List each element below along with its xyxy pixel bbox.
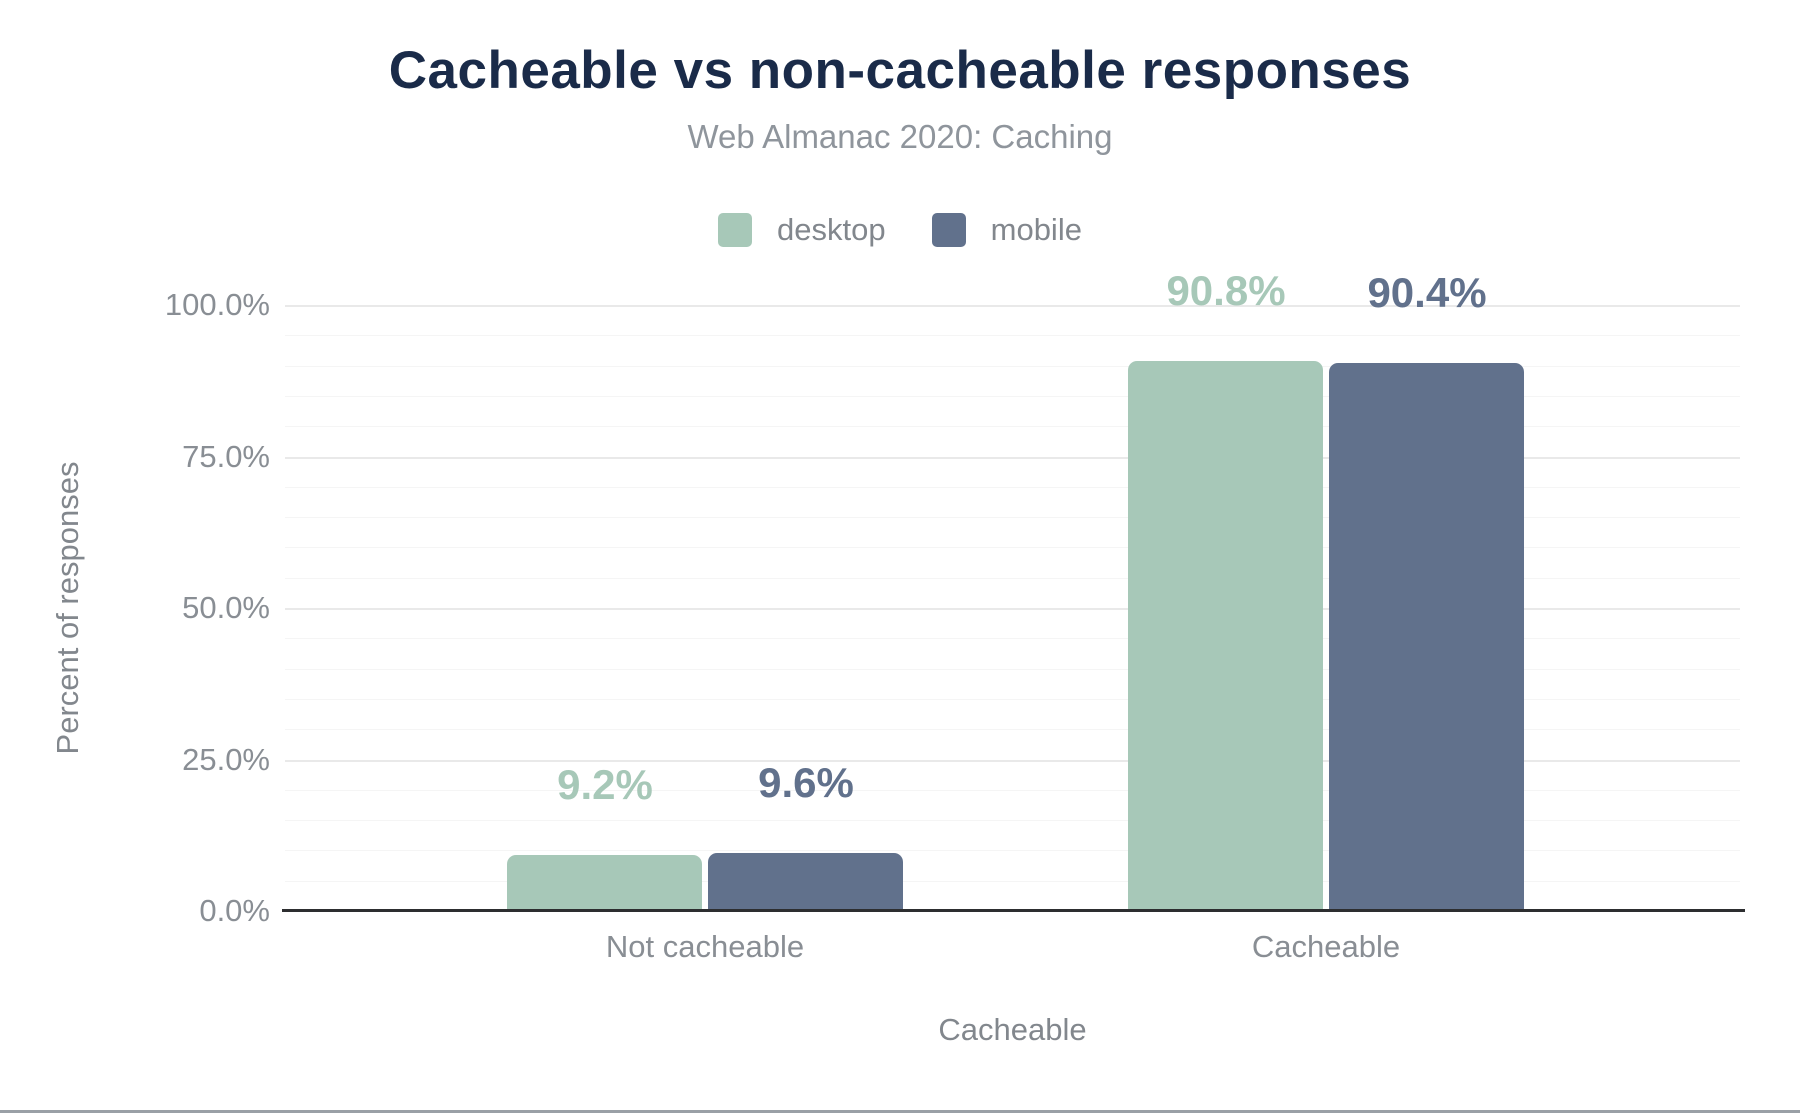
minor-gridline [285, 396, 1740, 397]
minor-gridline [285, 729, 1740, 730]
minor-gridline [285, 850, 1740, 851]
bar-desktop-cacheable[interactable] [1128, 361, 1323, 911]
major-gridline [285, 760, 1740, 762]
minor-gridline [285, 638, 1740, 639]
plot-area: 9.2% 9.6% 90.8% 90.4% [282, 267, 1745, 912]
legend-swatch-icon [718, 213, 753, 247]
minor-gridline [285, 487, 1740, 488]
minor-gridline [285, 578, 1740, 579]
chart-title: Cacheable vs non-cacheable responses [388, 41, 1412, 100]
y-tick-label: 75.0% [182, 439, 270, 474]
minor-gridline [285, 820, 1740, 821]
y-axis-title: Percent of responses [50, 461, 85, 755]
x-axis-line [282, 909, 1745, 912]
x-axis-title: Cacheable [938, 1012, 1087, 1047]
chart-subtitle: Web Almanac 2020: Caching [687, 118, 1113, 155]
x-category-label: Cacheable [1251, 929, 1401, 964]
legend-swatch-icon [931, 213, 966, 247]
legend-label: mobile [990, 212, 1082, 247]
minor-gridline [285, 426, 1740, 427]
data-label-desktop: 90.8% [1166, 267, 1286, 314]
data-label-desktop: 9.2% [557, 761, 653, 808]
x-category-label: Not cacheable [605, 929, 805, 964]
y-tick-label: 25.0% [182, 742, 270, 777]
y-tick-label: 0.0% [199, 893, 270, 928]
minor-gridline [285, 335, 1740, 336]
minor-gridline [285, 699, 1740, 700]
minor-gridline [285, 881, 1740, 882]
legend-item-mobile[interactable]: mobile [931, 212, 1082, 248]
legend: desktop mobile [0, 212, 1800, 248]
y-tick-label: 50.0% [182, 590, 270, 625]
minor-gridline [285, 517, 1740, 518]
data-label-mobile: 90.4% [1367, 269, 1487, 316]
major-gridline [285, 457, 1740, 459]
legend-item-desktop[interactable]: desktop [718, 212, 886, 248]
major-gridline [285, 305, 1740, 307]
bar-mobile-cacheable[interactable] [1329, 363, 1524, 911]
legend-label: desktop [777, 212, 886, 247]
minor-gridline [285, 547, 1740, 548]
y-tick-label: 100.0% [164, 287, 270, 322]
bar-desktop-not-cacheable[interactable] [507, 855, 702, 911]
major-gridline [285, 608, 1740, 610]
minor-gridline [285, 669, 1740, 670]
minor-gridline [285, 366, 1740, 367]
bar-mobile-not-cacheable[interactable] [708, 853, 903, 911]
data-label-mobile: 9.6% [758, 759, 854, 806]
minor-gridline [285, 790, 1740, 791]
